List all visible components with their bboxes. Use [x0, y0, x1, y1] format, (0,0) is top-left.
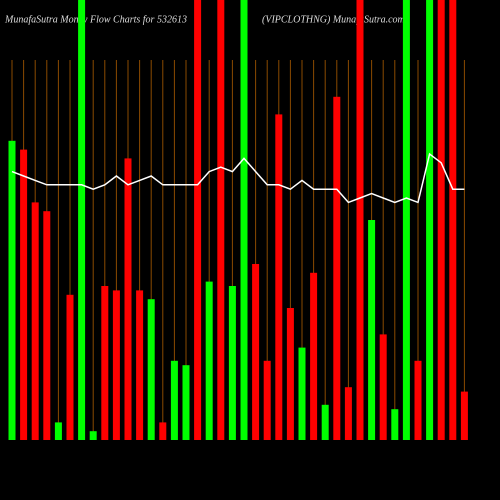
bar — [31, 202, 39, 440]
bar — [240, 0, 248, 440]
bar — [344, 387, 352, 440]
bar — [112, 290, 120, 440]
chart-subtitle: (VIPCLOTHNG) MunafaSutra.com — [262, 14, 405, 25]
bar — [437, 0, 445, 440]
bar — [54, 422, 62, 440]
bar — [205, 281, 213, 440]
bar — [286, 308, 294, 440]
bar — [368, 220, 376, 440]
bar — [391, 409, 399, 440]
bar — [43, 211, 51, 440]
bar — [217, 0, 225, 440]
money-flow-line — [11, 152, 465, 204]
bar — [89, 431, 97, 440]
bar — [66, 294, 74, 440]
bar — [170, 360, 178, 440]
bar — [414, 360, 422, 440]
bar — [159, 422, 167, 440]
bar — [194, 0, 202, 440]
bar — [275, 114, 283, 441]
bar — [356, 0, 364, 440]
bar — [379, 334, 387, 440]
bar — [124, 158, 132, 440]
bar — [263, 360, 271, 440]
bar — [8, 140, 16, 441]
bar — [182, 365, 190, 440]
bar — [252, 264, 260, 440]
bar — [321, 404, 329, 440]
bar — [426, 0, 434, 440]
chart-title: MunafaSutra Money Flow Charts for 532613 — [4, 14, 187, 25]
bar — [460, 391, 468, 440]
bar — [298, 347, 306, 440]
bar — [101, 286, 109, 440]
bar — [449, 0, 457, 440]
bar — [20, 149, 28, 440]
bar — [78, 0, 86, 440]
bar — [402, 0, 410, 440]
bar — [333, 96, 341, 441]
bar — [136, 290, 144, 440]
bar — [147, 299, 155, 440]
bar — [310, 272, 318, 440]
bar — [228, 286, 236, 440]
